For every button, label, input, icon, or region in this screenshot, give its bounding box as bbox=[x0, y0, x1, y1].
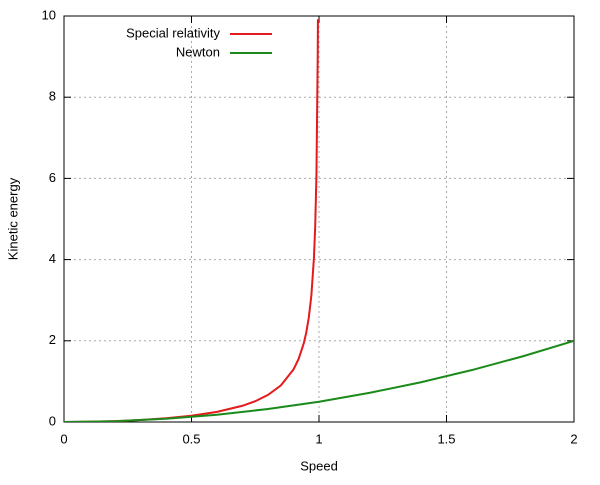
x-tick-label: 2 bbox=[570, 431, 577, 446]
line bbox=[64, 19, 319, 422]
legend-label: Newton bbox=[176, 44, 220, 59]
x-axis-label: Speed bbox=[300, 458, 338, 473]
y-tick-label: 4 bbox=[49, 251, 56, 266]
y-tick-label: 6 bbox=[49, 170, 56, 185]
x-tick-label: 0.5 bbox=[182, 431, 200, 446]
y-tick-label: 8 bbox=[49, 89, 56, 104]
x-tick-label: 0 bbox=[60, 431, 67, 446]
line bbox=[64, 339, 574, 422]
y-axis-label: Kinetic energy bbox=[5, 177, 20, 260]
y-tick-label: 2 bbox=[49, 332, 56, 347]
x-tick-label: 1.5 bbox=[437, 431, 455, 446]
y-tick-label: 0 bbox=[49, 413, 56, 428]
x-tick-label: 1 bbox=[315, 431, 322, 446]
y-tick-label: 10 bbox=[42, 7, 56, 22]
plot-frame bbox=[63, 15, 575, 423]
legend-label: Special relativity bbox=[126, 25, 220, 40]
